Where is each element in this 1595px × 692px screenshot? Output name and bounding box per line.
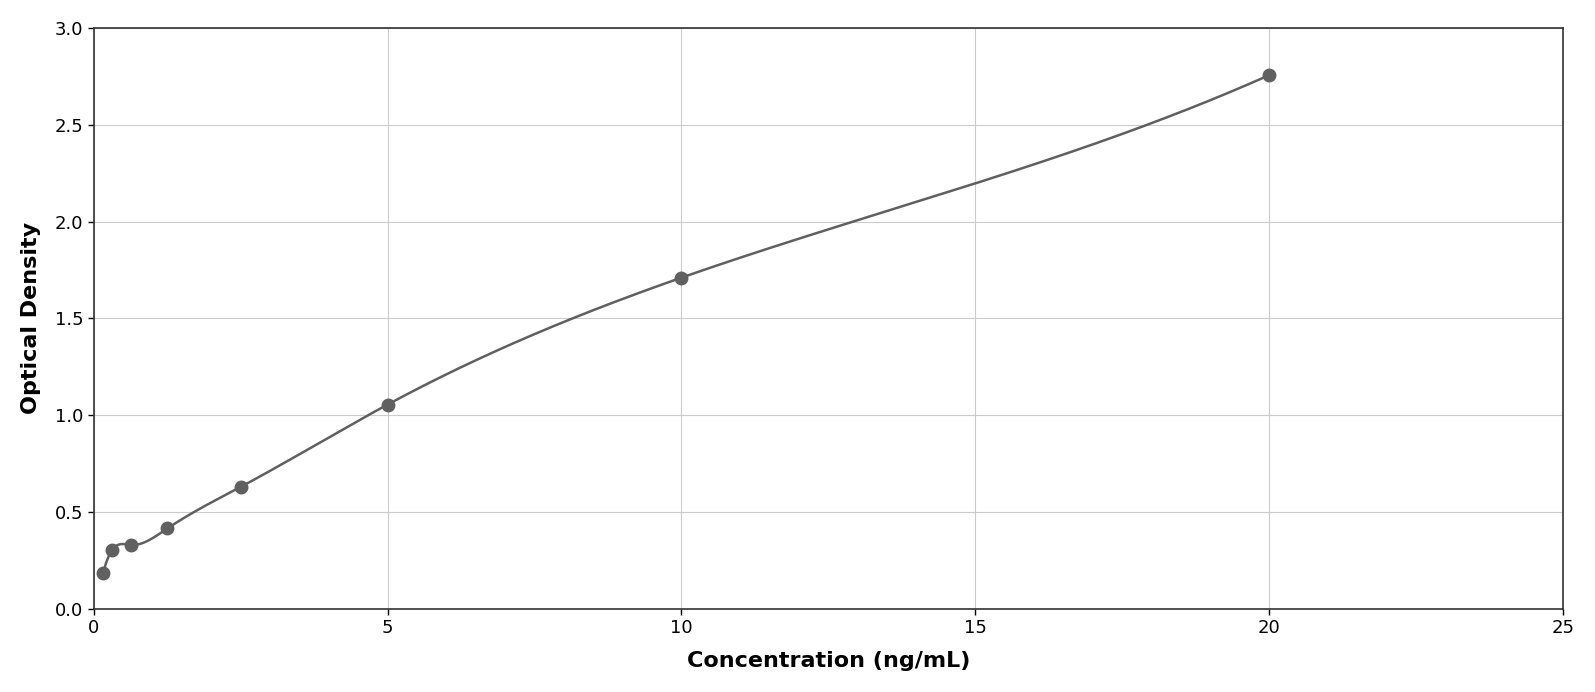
Point xyxy=(375,399,400,410)
Point xyxy=(99,544,124,555)
Y-axis label: Optical Density: Optical Density xyxy=(21,222,41,415)
X-axis label: Concentration (ng/mL): Concentration (ng/mL) xyxy=(686,651,970,671)
Point xyxy=(118,539,144,550)
Point xyxy=(91,567,116,579)
Point xyxy=(1257,70,1282,81)
Point xyxy=(155,523,180,534)
Point xyxy=(668,272,694,283)
Point xyxy=(228,482,254,493)
